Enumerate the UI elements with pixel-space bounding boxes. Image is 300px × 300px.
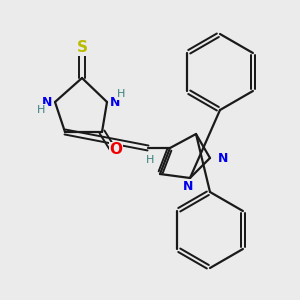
- Text: H: H: [117, 89, 125, 99]
- Text: N: N: [218, 152, 228, 164]
- Text: N: N: [183, 179, 193, 193]
- Text: O: O: [110, 142, 122, 158]
- Text: H: H: [146, 155, 154, 165]
- Text: N: N: [42, 95, 52, 109]
- Text: N: N: [110, 95, 120, 109]
- Text: H: H: [37, 105, 45, 115]
- Text: S: S: [76, 40, 88, 56]
